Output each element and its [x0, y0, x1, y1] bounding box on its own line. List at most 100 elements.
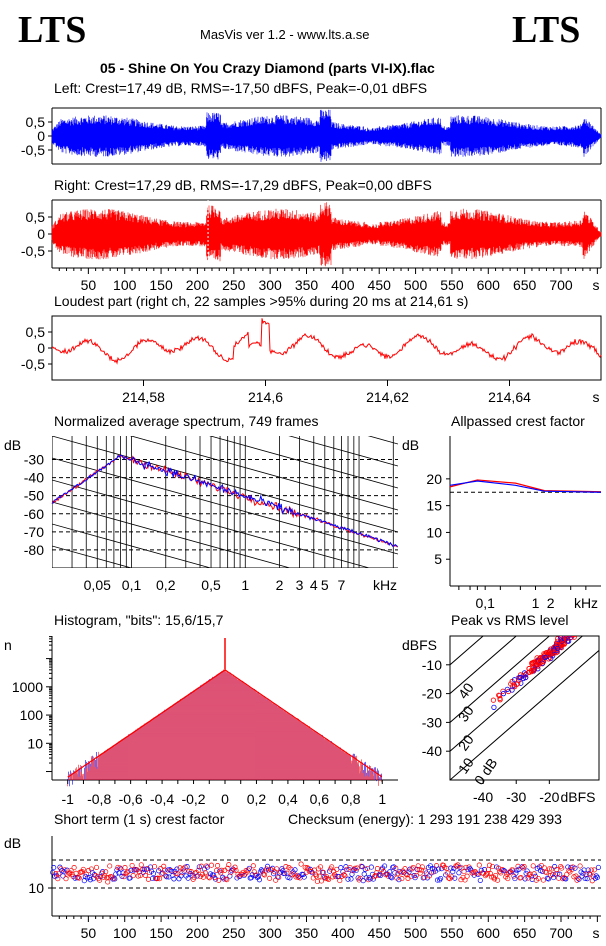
y-tick-label: 10: [426, 524, 442, 540]
peak-rms-point: [577, 621, 581, 625]
crest-point: [375, 872, 382, 878]
crest-point: [461, 869, 467, 875]
peak-rms-point: [540, 654, 546, 660]
allpassed-crest-chart: dB 20 15 10 5 0,1 1 2 kHz: [402, 436, 602, 611]
y-tick-label: 0,5: [26, 324, 46, 340]
peak-rms-point: [496, 692, 502, 698]
crest-point: [145, 876, 151, 882]
loudest-part-title: Loudest part (right ch, 22 samples >95% …: [54, 293, 469, 309]
crest-point: [341, 872, 347, 878]
x-tick-label: 1: [241, 577, 249, 593]
x-tick-label: 550: [440, 925, 464, 941]
crest-point: [493, 872, 499, 879]
crest-point: [389, 875, 395, 881]
peak-rms-point: [569, 636, 575, 638]
crest-point: [521, 864, 527, 870]
crest-point: [56, 870, 62, 876]
x-tick-label: -1: [62, 791, 75, 807]
crest-point: [560, 876, 566, 882]
crest-point: [445, 870, 451, 876]
crest-point: [464, 873, 470, 879]
crest-point: [88, 866, 94, 872]
y-tick-label: 5: [434, 551, 442, 567]
crest-point: [274, 866, 280, 872]
y-axis-unit: n: [4, 637, 12, 653]
peak-rms-point: [548, 651, 555, 657]
crest-point: [226, 862, 232, 868]
crest-point: [182, 864, 188, 870]
x-tick-label: 600: [477, 925, 501, 941]
crest-diagonal-label: 30: [455, 703, 477, 725]
y-tick-label: 10: [28, 880, 44, 896]
crest-point: [124, 869, 130, 875]
y-tick-label: -0,5: [21, 243, 45, 259]
crest-point: [174, 866, 180, 872]
x-tick-label: 4: [310, 577, 318, 593]
x-tick-label: 550: [440, 277, 464, 293]
x-tick-label: 650: [513, 277, 537, 293]
crest-point: [347, 864, 353, 871]
y-tick-label: 0,5: [26, 209, 46, 225]
plot-frame: [51, 315, 602, 381]
crest-point: [540, 877, 546, 883]
crest-point: [208, 862, 215, 868]
crest-point: [219, 867, 225, 873]
crest-point: [417, 870, 423, 876]
slope-line: [52, 501, 292, 568]
peak-rms-point: [578, 627, 582, 631]
x-tick-label: 400: [331, 277, 355, 293]
x-tick-label: 300: [258, 277, 282, 293]
crest-point: [576, 876, 582, 882]
y-tick-label: -40: [422, 743, 442, 759]
slope-line: [129, 436, 398, 511]
crest-point: [345, 876, 351, 882]
crest-point: [512, 876, 518, 882]
crest-point: [491, 876, 498, 882]
peak-rms-point: [570, 636, 575, 638]
crest-point: [577, 863, 583, 869]
slope-line: [209, 436, 398, 489]
peak-rms-point: [578, 624, 582, 628]
crest-point: [594, 874, 600, 880]
crest-point: [433, 863, 440, 869]
crest-point: [382, 863, 388, 869]
crest-point: [150, 870, 157, 877]
y-tick-label: -30: [422, 714, 442, 730]
y-tick-label: 0: [37, 128, 45, 144]
crest-point: [277, 870, 283, 876]
crest-point: [184, 864, 190, 870]
crest-point: [246, 865, 252, 871]
peak-rms-point: [580, 624, 584, 628]
crest-point: [142, 872, 148, 878]
x-tick-label: 650: [513, 925, 537, 941]
x-tick-label: 1: [378, 791, 386, 807]
peak-rms-point: [572, 625, 576, 629]
peak-rms-point: [526, 669, 532, 675]
crest-point: [130, 873, 136, 879]
x-tick-label: s: [593, 925, 600, 941]
allpassed-crest-title: Allpassed crest factor: [451, 413, 585, 429]
plot-frame: [449, 635, 600, 781]
short-term-crest-chart: dB 10 50 100 150 200 250 300 350 400 450 500 550 600 6…: [4, 835, 601, 941]
y-axis-unit: dBFS: [402, 637, 437, 653]
crest-point: [565, 864, 571, 870]
peak-rms-point: [580, 622, 584, 626]
x-tick-label: 214,64: [488, 389, 531, 405]
x-tick-label: s: [593, 389, 600, 405]
x-tick-label: 2: [547, 595, 555, 611]
crest-diagonal-label: 0 dB: [471, 755, 501, 788]
crest-point: [407, 866, 413, 872]
peak-rms-point: [566, 638, 572, 644]
crest-point: [467, 866, 473, 872]
crest-point: [50, 869, 56, 875]
crest-point: [320, 870, 327, 876]
crest-point: [338, 865, 344, 871]
crest-point: [587, 872, 593, 878]
peak-rms-point: [554, 645, 560, 652]
x-tick-label: 250: [222, 925, 246, 941]
crest-point: [283, 864, 289, 870]
peak-rms-point: [577, 624, 581, 628]
crest-point: [429, 866, 435, 872]
x-tick-label: 5: [321, 577, 329, 593]
right-waveform: [51, 202, 602, 267]
